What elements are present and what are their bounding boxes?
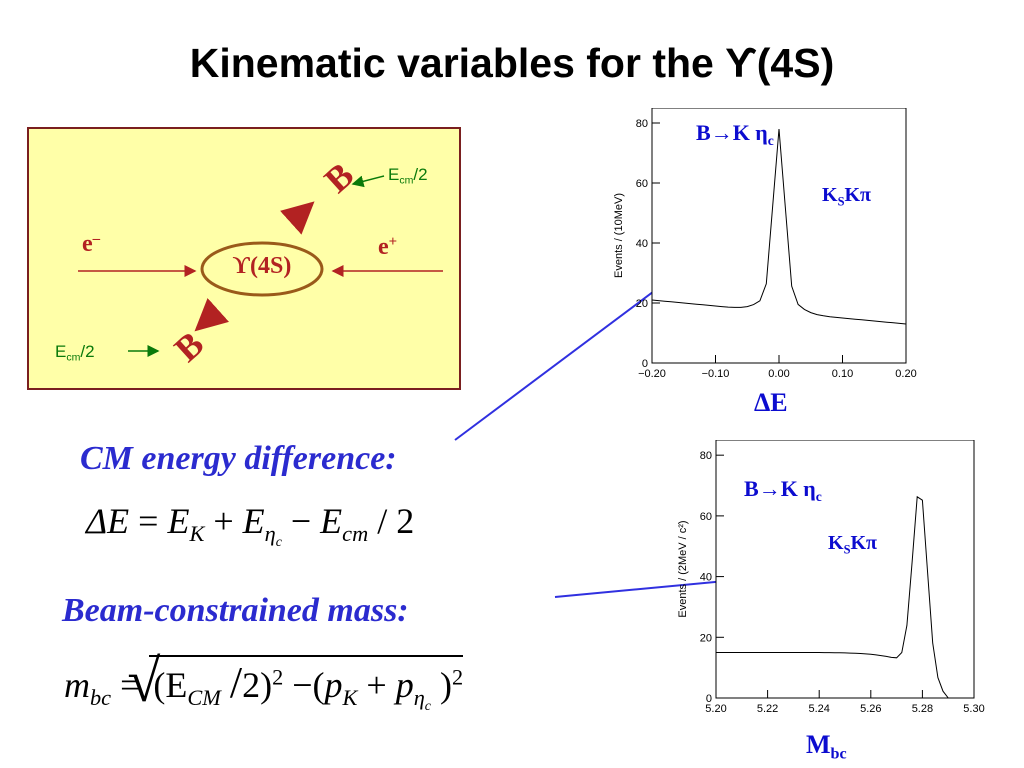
y-tick-label: 60 <box>700 511 712 523</box>
ecm-lower-label: Ecm/2 <box>55 342 95 364</box>
y-tick-label: 0 <box>706 693 712 705</box>
upsilon-ellipse <box>200 241 324 297</box>
y-tick-label: 40 <box>700 572 712 584</box>
y-tick-label: 0 <box>642 358 648 370</box>
fit-curve <box>651 128 907 325</box>
y-tick-label: 80 <box>700 450 712 462</box>
slide-title: Kinematic variables for the ϒ(4S) <box>189 40 835 86</box>
b-lower-group <box>194 298 230 332</box>
x-tick-label: 0.10 <box>832 368 853 380</box>
x-tick-label: 5.26 <box>860 703 881 715</box>
top-plot-caption: ΔE <box>754 388 788 417</box>
ecm-upper-label: Ecm/2 <box>388 165 428 187</box>
plot-frame <box>651 108 907 364</box>
bottom-plot-caption: Mbc <box>806 730 847 763</box>
e-minus-label: e– <box>82 231 101 258</box>
y-tick-label: 60 <box>636 178 648 190</box>
mbc-plot: 5.20 5.22 5.24 5.26 5.28 5.30 0 20 40 60 80 Events … <box>677 440 985 715</box>
x-tick-label: −0.10 <box>702 368 730 380</box>
y-axis-label: Events / (10MeV) <box>613 193 625 278</box>
x-tick-label: 0.20 <box>895 368 916 380</box>
y-tick-label: 20 <box>700 632 712 644</box>
y-tick-label: 20 <box>636 298 648 310</box>
mbc-formula: mbc = √ (ECM /2)2 −(pK + pηc )2 <box>64 648 464 714</box>
x-tick-label: 5.20 <box>705 703 726 715</box>
delta-e-plot: −0.20 −0.10 0.00 0.10 0.20 0 20 40 60 80 Events / … <box>613 108 917 380</box>
top-ks-k-pi-label: KSKπ <box>822 184 871 209</box>
beam-constrained-heading: Beam-constrained mass: <box>62 592 409 629</box>
x-tick-label: 5.22 <box>757 703 778 715</box>
x-tick-label: 5.28 <box>912 703 933 715</box>
kinematics-diagram <box>27 127 461 390</box>
bottom-decay-annotation: B→K ηc <box>744 476 822 504</box>
x-tick-label: −0.20 <box>638 368 666 380</box>
x-tick-label: 5.30 <box>963 703 984 715</box>
y-axis-label: Events / (2MeV / c²) <box>677 520 689 617</box>
ecm-upper-arrow <box>351 175 385 188</box>
x-tick-label: 5.24 <box>808 703 829 715</box>
delta-e-formula: ΔE = EK + Eηc − Ecm / 2 <box>86 501 415 549</box>
b-upper-group <box>280 201 315 235</box>
cm-energy-heading: CM energy difference: <box>80 440 397 477</box>
fit-curve <box>716 495 974 699</box>
y-tick-label: 80 <box>636 118 648 130</box>
upsilon-label: ϒ(4S) <box>232 253 292 279</box>
x-tick-label: 0.00 <box>768 368 789 380</box>
top-decay-annotation: B→K ηc <box>696 120 774 148</box>
bottom-ks-k-pi-label: KSKπ <box>828 532 877 557</box>
e-plus-label: e+ <box>378 234 398 261</box>
plot-frame <box>715 440 975 699</box>
y-tick-label: 40 <box>636 238 648 250</box>
